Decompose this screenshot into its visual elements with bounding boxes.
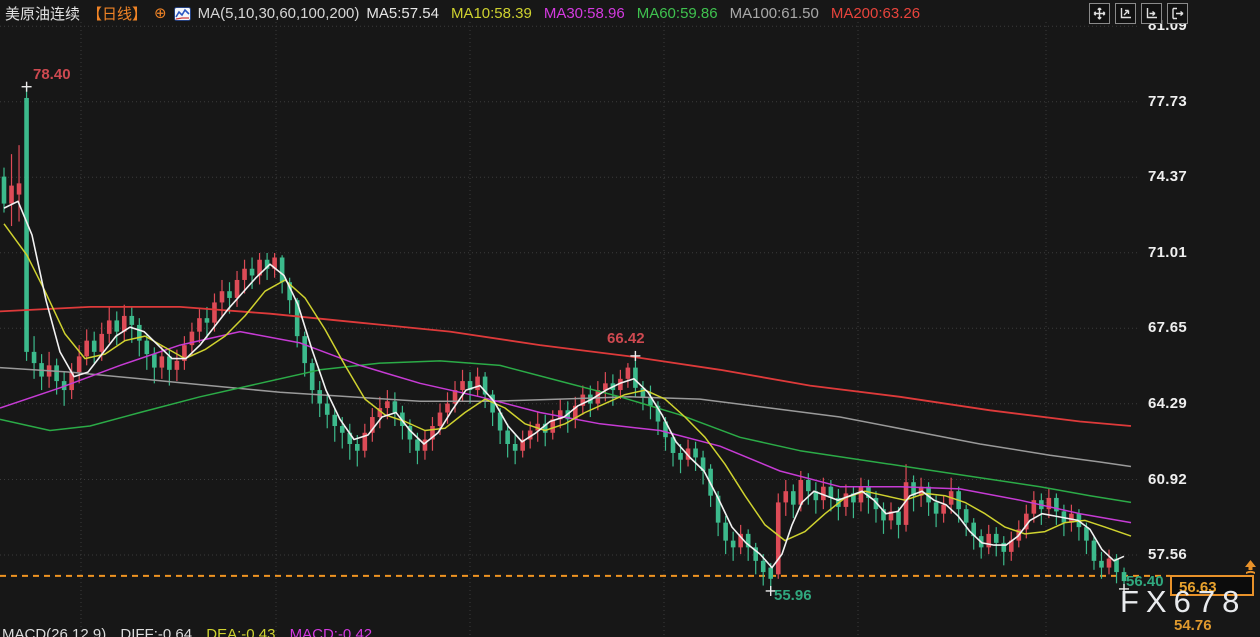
ma-line-ma10 <box>3 223 1132 542</box>
symbol-name[interactable]: 美原油连续 <box>5 6 81 23</box>
macd-diff: DIFF:-0.64 <box>120 626 193 637</box>
ma-value: MA200:63.26 <box>830 5 921 22</box>
macd-indicator-row[interactable]: MACD(26,12,9) DIFF:-0.64 DEA:-0.43 MACD:… <box>2 626 382 637</box>
pan-icon[interactable] <box>1089 3 1110 24</box>
macd-dea: DEA:-0.43 <box>206 626 276 637</box>
indicator-icon[interactable] <box>173 6 191 21</box>
ma-values: MA5:57.54 MA10:58.39 MA30:58.96 MA60:59.86 M… <box>366 5 932 22</box>
cross-markers <box>21 81 1129 596</box>
ma-value: MA100:61.50 <box>729 5 819 22</box>
alert-arrow-icon[interactable] <box>1243 560 1258 581</box>
annotation-swing-high: 66.42 <box>607 330 645 347</box>
ma-line-ma60 <box>0 360 1132 504</box>
ma-value: MA30:58.96 <box>543 5 625 22</box>
chart-toolbar <box>1089 3 1188 24</box>
axis-bottom-label: 54.76 <box>1174 617 1212 634</box>
ma-value: MA10:58.39 <box>450 5 532 22</box>
macd-name: MACD(26,12,9) <box>2 626 107 637</box>
ma-group-label[interactable]: MA(5,10,30,60,100,200) <box>197 5 360 22</box>
ma-line-ma200 <box>0 305 1132 427</box>
axis-scale-right-icon[interactable] <box>1141 3 1162 24</box>
axis-label: 77.73 <box>1148 92 1188 110</box>
axis-label: 71.01 <box>1148 243 1188 261</box>
ma-value: MA5:57.54 <box>366 5 439 22</box>
axis-label: 64.29 <box>1148 394 1188 412</box>
annotation-low: 55.96 <box>774 587 812 604</box>
period-selector[interactable]: 【日线】 <box>87 6 148 23</box>
axis-label: 57.56 <box>1148 546 1188 563</box>
chart-header: 美原油连续 【日线】 ⊕ MA(5,10,30,60,100,200) MA5:… <box>5 3 932 24</box>
axis-label: 74.37 <box>1148 168 1188 186</box>
axis-label: 67.65 <box>1148 319 1188 337</box>
ma-line-ma5 <box>3 200 1125 569</box>
gridlines <box>0 22 1140 637</box>
fx678-watermark: FX678 <box>1120 584 1247 619</box>
ma-value: MA60:59.86 <box>636 5 718 22</box>
axis-label: 60.92 <box>1148 470 1188 488</box>
candles <box>1 86 1127 591</box>
last-price-label: 56.40 <box>1126 573 1164 590</box>
macd-value: MACD:-0.42 <box>289 626 373 637</box>
annotation-high: 78.40 <box>33 66 71 83</box>
axis-scale-up-icon[interactable] <box>1115 3 1136 24</box>
exit-fullscreen-icon[interactable] <box>1167 3 1188 24</box>
compare-add-icon[interactable]: ⊕ <box>154 5 167 22</box>
ma-line-ma30 <box>0 330 1132 524</box>
alert-price-label[interactable]: 56.63 <box>1170 575 1254 596</box>
ma-lines <box>0 200 1132 569</box>
